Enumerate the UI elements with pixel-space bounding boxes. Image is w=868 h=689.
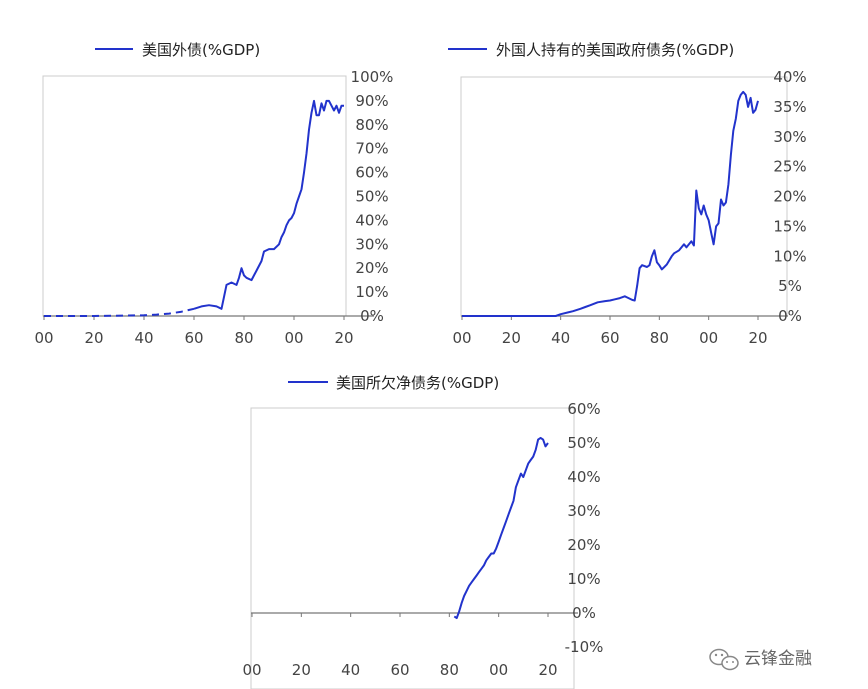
x-tick-label: 60 (600, 329, 619, 347)
chart-net-debt-owed: 美国所欠净债务(%GDP) 00 20 40 60 80 00 20 -10% 0% 10% 20%… (242, 374, 603, 689)
x-tick-label: 60 (184, 329, 203, 347)
legend-label: 美国所欠净债务(%GDP) (336, 374, 499, 392)
x-tick-label: 20 (292, 661, 311, 679)
y-tick-label: 20% (773, 188, 806, 206)
y-tick-label: 60% (355, 164, 388, 182)
y-tick-label: 5% (778, 277, 802, 295)
y-tick-label: 80% (355, 116, 388, 134)
x-tick-label: 00 (34, 329, 53, 347)
x-tick-label: 00 (699, 329, 718, 347)
y-tick-label: 10% (567, 570, 600, 588)
y-tick-label: 20% (355, 259, 388, 277)
y-tick-label: 90% (355, 92, 388, 110)
x-tick-label: 00 (242, 661, 261, 679)
x-tick-label: 20 (538, 661, 557, 679)
x-tick-label: 40 (551, 329, 570, 347)
y-tick-label: 30% (567, 502, 600, 520)
series-line-solid (193, 99, 344, 310)
y-tick-label: 10% (355, 283, 388, 301)
chart-foreign-debt: 美国外债(%GDP) 00 20 40 60 80 00 20 0% 10% 20% 30% 40% 5… (34, 41, 393, 347)
watermark-text: 云锋金融 (744, 649, 812, 669)
y-tick-label: 30% (773, 128, 806, 146)
y-tick-label: 50% (355, 188, 388, 206)
y-tick-label: 35% (773, 98, 806, 116)
series-line-solid (462, 90, 759, 317)
x-tick-label: 00 (452, 329, 471, 347)
y-tick-label: 40% (567, 468, 600, 486)
y-tick-label: -10% (565, 638, 604, 656)
x-tick-label: 20 (84, 329, 103, 347)
x-tick-label: 00 (284, 329, 303, 347)
plot-frame (42, 75, 347, 317)
legend-label: 美国外债(%GDP) (142, 41, 260, 59)
chart-foreign-held-government-debt: 外国人持有的美国政府债务(%GDP) 00 20 40 60 80 00 20 0% 5% 10%… (448, 41, 807, 347)
x-tick-label: 60 (390, 661, 409, 679)
x-tick-label: 20 (502, 329, 521, 347)
y-tick-label: 100% (351, 68, 394, 86)
y-tick-label: 60% (567, 400, 600, 418)
y-tick-label: 10% (773, 247, 806, 265)
y-tick-label: 20% (567, 536, 600, 554)
y-tick-label: 15% (773, 217, 806, 235)
wechat-logo-icon (709, 648, 739, 671)
plot-frame (460, 76, 788, 317)
y-tick-label: 0% (360, 307, 384, 325)
y-tick-label: 0% (778, 307, 802, 325)
y-tick-label: 40% (355, 211, 388, 229)
x-tick-label: 80 (440, 661, 459, 679)
y-tick-label: 70% (355, 140, 388, 158)
watermark: 云锋金融 (709, 648, 812, 671)
x-tick-label: 40 (341, 661, 360, 679)
x-tick-label: 20 (334, 329, 353, 347)
legend-label: 外国人持有的美国政府债务(%GDP) (496, 41, 734, 59)
x-tick-label: 40 (134, 329, 153, 347)
y-tick-label: 25% (773, 158, 806, 176)
y-tick-label: 40% (773, 68, 806, 86)
y-tick-label: 30% (355, 235, 388, 253)
plot-frame (250, 407, 575, 689)
x-tick-label: 20 (748, 329, 767, 347)
y-tick-label: 0% (572, 604, 596, 622)
series-line-solid (453, 436, 549, 620)
series-line-dashed (44, 307, 195, 317)
x-tick-label: 80 (234, 329, 253, 347)
x-tick-label: 80 (650, 329, 669, 347)
y-tick-label: 50% (567, 434, 600, 452)
x-tick-label: 00 (489, 661, 508, 679)
